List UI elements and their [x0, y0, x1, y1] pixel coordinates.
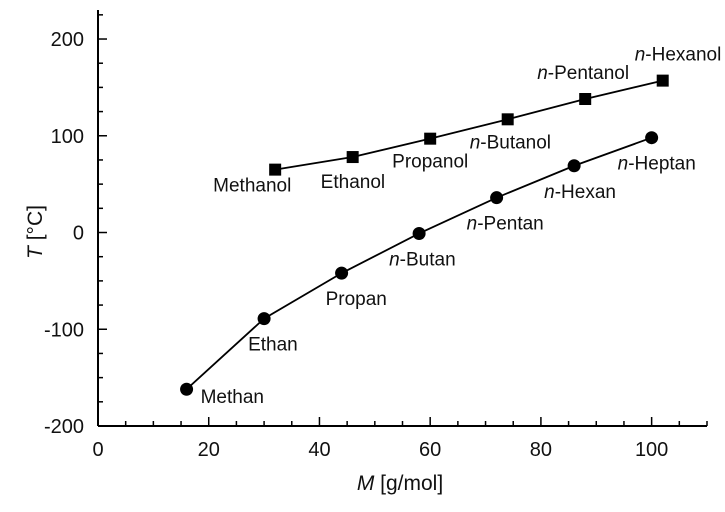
data-label: Ethanol [321, 172, 385, 193]
x-tick-label: 60 [419, 439, 441, 461]
square-marker [269, 163, 282, 176]
square-marker [346, 151, 359, 164]
y-tick-label: 200 [51, 29, 84, 51]
y-axis-label: T [°C] [24, 205, 47, 259]
x-tick-label: 40 [308, 439, 330, 461]
circle-marker [335, 266, 349, 280]
data-label: Ethan [248, 335, 298, 356]
circle-marker [412, 226, 426, 240]
x-tick-label: 0 [92, 439, 103, 461]
data-label: n-Hexanol [635, 45, 722, 66]
circle-marker [645, 131, 659, 145]
y-tick-label: 0 [73, 223, 84, 245]
x-tick-label: 20 [198, 439, 220, 461]
square-marker [501, 113, 514, 126]
data-label: n-Hexan [544, 182, 616, 203]
data-label: n-Heptan [618, 154, 696, 175]
data-label: Methan [201, 387, 264, 408]
series-line [275, 79, 663, 171]
circle-marker [490, 191, 504, 205]
circle-marker [567, 159, 581, 173]
x-axis-label: M [g/mol] [357, 472, 443, 495]
data-label: n-Pentan [467, 214, 544, 235]
square-marker [656, 74, 669, 87]
y-tick-label: -200 [44, 416, 84, 438]
data-label: n-Butanol [470, 132, 551, 153]
y-tick-label: -100 [44, 319, 84, 341]
circle-marker [257, 312, 271, 326]
data-label: Methanol [213, 176, 291, 197]
circle-marker [180, 382, 194, 396]
square-marker [579, 93, 592, 106]
x-tick-label: 100 [635, 439, 668, 461]
y-tick-label: 100 [51, 126, 84, 148]
data-label: Propanol [392, 152, 468, 173]
data-label: n-Butan [389, 249, 456, 270]
data-label: Propan [326, 289, 387, 310]
data-label: n-Pentanol [537, 63, 629, 84]
square-marker [424, 132, 437, 145]
x-tick-label: 80 [530, 439, 552, 461]
